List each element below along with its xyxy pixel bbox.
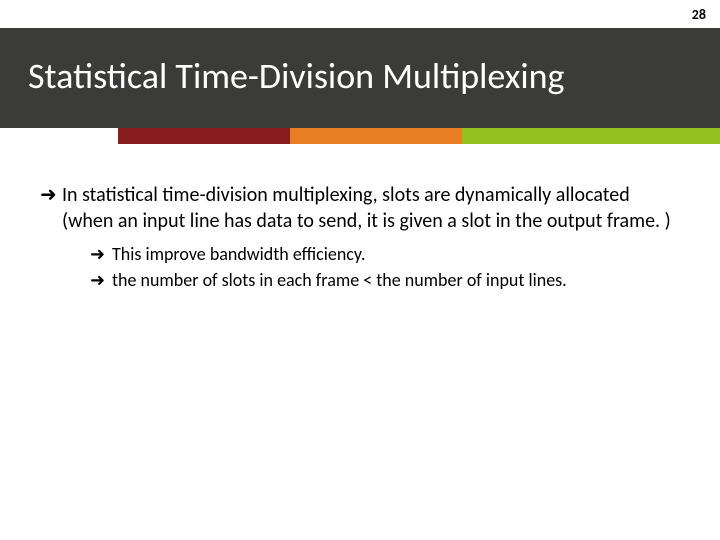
content-area: ➜ In statistical time-division multiplex… — [40, 182, 680, 294]
accent-stripe — [118, 128, 720, 144]
arrow-icon: ➜ — [40, 182, 62, 208]
stripe-segment-3 — [462, 128, 720, 144]
slide-title: Statistical Time-Division Multiplexing — [0, 28, 720, 98]
bullet-text: In statistical time-division multiplexin… — [62, 182, 680, 234]
header-bar: Statistical Time-Division Multiplexing — [0, 28, 720, 128]
arrow-icon: ➜ — [90, 242, 112, 266]
page-number: 28 — [692, 6, 706, 23]
sub-list: ➜ This improve bandwidth efficiency. ➜ t… — [90, 242, 680, 292]
sub-bullet-item: ➜ the number of slots in each frame < th… — [90, 268, 680, 292]
arrow-icon: ➜ — [90, 268, 112, 292]
stripe-segment-1 — [118, 128, 290, 144]
stripe-segment-2 — [290, 128, 462, 144]
sub-bullet-text: This improve bandwidth efficiency. — [112, 242, 365, 266]
sub-bullet-item: ➜ This improve bandwidth efficiency. — [90, 242, 680, 266]
bullet-item: ➜ In statistical time-division multiplex… — [40, 182, 680, 234]
sub-bullet-text: the number of slots in each frame < the … — [112, 268, 567, 292]
